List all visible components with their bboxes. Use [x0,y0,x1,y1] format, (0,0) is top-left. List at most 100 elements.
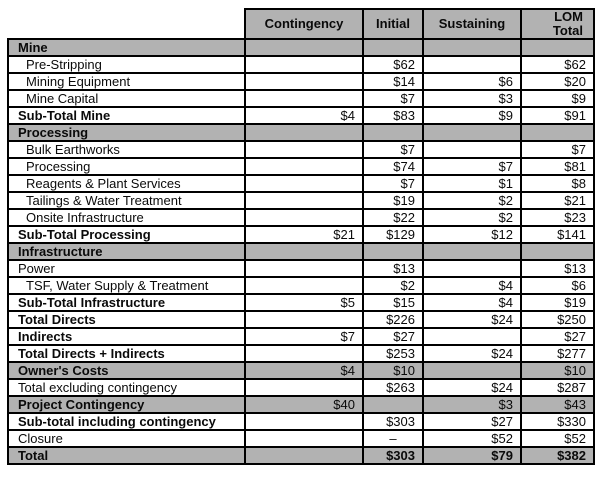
cell-initial: $74 [362,157,424,176]
cell-contingency [244,55,364,74]
row-label: Power [7,259,246,278]
cell-initial [362,38,424,57]
cell-initial: $253 [362,344,424,363]
cell-contingency: $7 [244,327,364,346]
cell-sustaining [422,123,522,142]
cell-sustaining [422,259,522,278]
table-row: Owner's Costs $4 $10 $10 [7,361,595,380]
cell-sustaining [422,361,522,380]
cell-lom-total: $91 [520,106,595,125]
table-row: Sub-Total Mine $4 $83 $9 $91 [7,106,595,125]
cell-contingency: $21 [244,225,364,244]
cell-contingency [244,378,364,397]
table-row: Project Contingency $40 $3 $43 [7,395,595,414]
cell-initial: $7 [362,140,424,159]
row-label: Infrastructure [7,242,246,261]
cell-lom-total: $43 [520,395,595,414]
cell-initial: $27 [362,327,424,346]
cell-contingency [244,38,364,57]
cell-contingency [244,72,364,91]
cell-sustaining [422,242,522,261]
row-label: Sub-Total Processing [7,225,246,244]
cell-sustaining [422,327,522,346]
table-row: Sub-total including contingency $303 $27 $3… [7,412,595,431]
cell-contingency [244,344,364,363]
cell-lom-total [520,242,595,261]
table-row: Mine Capital $7 $3 $9 [7,89,595,108]
table-row: Reagents & Plant Services $7 $1 $8 [7,174,595,193]
row-label: Sub-total including contingency [7,412,246,431]
cell-sustaining: $2 [422,191,522,210]
cell-initial: $2 [362,276,424,295]
cell-contingency [244,276,364,295]
cell-initial [362,123,424,142]
cell-initial: $15 [362,293,424,312]
cell-initial: $14 [362,72,424,91]
row-label: Sub-Total Mine [7,106,246,125]
row-label: Tailings & Water Treatment [7,191,246,210]
cell-contingency [244,310,364,329]
row-label: Processing [7,123,246,142]
table-row: Bulk Earthworks $7 $7 [7,140,595,159]
cell-lom-total: $6 [520,276,595,295]
row-label: Total Directs + Indirects [7,344,246,363]
table-row: Total Directs $226 $24 $250 [7,310,595,329]
cell-contingency [244,89,364,108]
cell-sustaining: $4 [422,276,522,295]
row-label: TSF, Water Supply & Treatment [7,276,246,295]
column-header-initial: Initial [362,8,424,40]
table-row: Mining Equipment $14 $6 $20 [7,72,595,91]
cell-lom-total: $250 [520,310,595,329]
cell-lom-total: $7 [520,140,595,159]
header-row: Contingency Initial Sustaining LOM Total [8,8,595,40]
cell-sustaining: $3 [422,89,522,108]
row-label: Mine [7,38,246,57]
cell-initial: $83 [362,106,424,125]
row-label: Onsite Infrastructure [7,208,246,227]
cell-lom-total: $9 [520,89,595,108]
row-label: Indirects [7,327,246,346]
cell-contingency [244,429,364,448]
cell-initial: $10 [362,361,424,380]
cell-initial: $7 [362,89,424,108]
cell-initial: $62 [362,55,424,74]
cell-initial: $263 [362,378,424,397]
table-row: Mine [7,38,595,57]
cell-lom-total: $277 [520,344,595,363]
row-label: Reagents & Plant Services [7,174,246,193]
cell-lom-total: $62 [520,55,595,74]
cell-sustaining [422,140,522,159]
cell-lom-total: $8 [520,174,595,193]
cell-contingency [244,191,364,210]
capital-costs-table: Contingency Initial Sustaining LOM Total… [7,8,595,465]
cell-contingency: $40 [244,395,364,414]
cell-contingency: $5 [244,293,364,312]
cell-contingency: $4 [244,106,364,125]
cell-lom-total: $382 [520,446,595,465]
cell-sustaining: $9 [422,106,522,125]
row-label: Processing [7,157,246,176]
cell-initial: $19 [362,191,424,210]
cell-initial: $22 [362,208,424,227]
row-label: Project Contingency [7,395,246,414]
row-label: Bulk Earthworks [7,140,246,159]
column-header-sustaining: Sustaining [422,8,522,40]
cell-lom-total: $27 [520,327,595,346]
row-label: Mine Capital [7,89,246,108]
row-label: Total [7,446,246,465]
cell-sustaining: $24 [422,344,522,363]
cell-initial [362,242,424,261]
cell-lom-total: $20 [520,72,595,91]
cell-sustaining: $12 [422,225,522,244]
cell-initial: $7 [362,174,424,193]
cell-lom-total: $10 [520,361,595,380]
cell-lom-total: $19 [520,293,595,312]
table-row: Infrastructure [7,242,595,261]
cell-sustaining: $1 [422,174,522,193]
cell-sustaining: $4 [422,293,522,312]
cell-contingency [244,259,364,278]
table-row: TSF, Water Supply & Treatment $2 $4 $6 [7,276,595,295]
table-row: Onsite Infrastructure $22 $2 $23 [7,208,595,227]
cell-contingency [244,446,364,465]
cell-initial: $303 [362,412,424,431]
